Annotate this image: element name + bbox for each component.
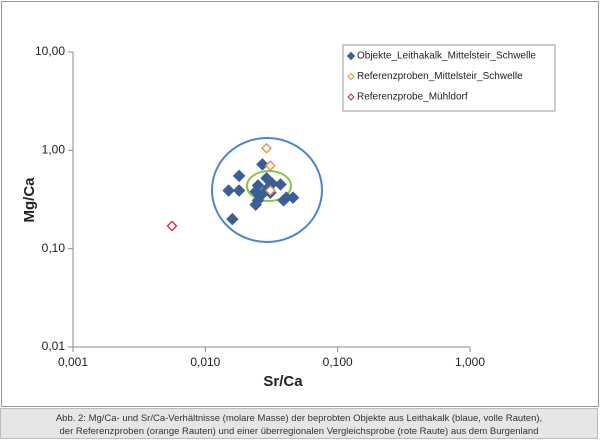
data-point [261, 142, 272, 154]
data-point [274, 178, 287, 191]
x-tick-label: 1,000 [455, 355, 485, 369]
y-tick-label: 0,10 [42, 241, 66, 255]
reference-ellipse [246, 170, 292, 202]
legend-label: Referenzprobe_Mühldorf [357, 92, 468, 103]
data-point [222, 184, 235, 197]
data-point [232, 169, 246, 183]
legend-marker [347, 93, 355, 101]
data-point [166, 220, 178, 232]
data-point [251, 179, 265, 192]
y-axis-title: Mg/Ca [21, 177, 38, 223]
y-tick-label: 0,01 [42, 339, 66, 353]
group-circle [211, 137, 323, 243]
x-tick-label: 0,001 [58, 355, 88, 369]
y-tick-label: 1,00 [42, 143, 66, 157]
x-tick-label: 0,100 [323, 355, 353, 369]
legend-label: Objekte_Leithakalk_Mittelsteir_Schwelle [357, 51, 536, 62]
data-point [286, 191, 300, 205]
caption-line: Abb. 2: Mg/Ca- und Sr/Ca-Verhältnisse (m… [55, 413, 543, 424]
legend-marker [347, 72, 355, 81]
chart: Sr/Ca Mg/Ca 0,001 0,010 0,100 1,000 0,01 0,10… [1, 1, 599, 407]
data-point [264, 160, 276, 171]
x-axis-title: Sr/Ca [263, 373, 303, 390]
x-tick-label: 0,010 [190, 355, 220, 369]
caption-line: der Referenzproben (orange Rauten) und e… [59, 426, 539, 437]
data-point [232, 184, 246, 197]
legend-marker [346, 51, 356, 61]
data-point [256, 158, 269, 171]
data-point [225, 212, 239, 226]
legend-box [342, 44, 556, 112]
legend-label: Referenzproben_Mittelsteir_Schwelle [357, 71, 523, 82]
y-tick-label: 10,00 [35, 44, 65, 58]
caption: Abb. 2: Mg/Ca- und Sr/Ca-Verhältnisse (m… [0, 408, 598, 439]
data-point [264, 185, 276, 196]
